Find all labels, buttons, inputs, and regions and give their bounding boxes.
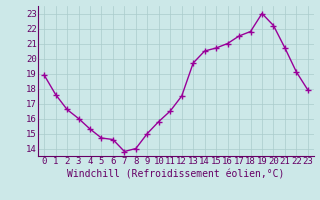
X-axis label: Windchill (Refroidissement éolien,°C): Windchill (Refroidissement éolien,°C) [67,169,285,179]
